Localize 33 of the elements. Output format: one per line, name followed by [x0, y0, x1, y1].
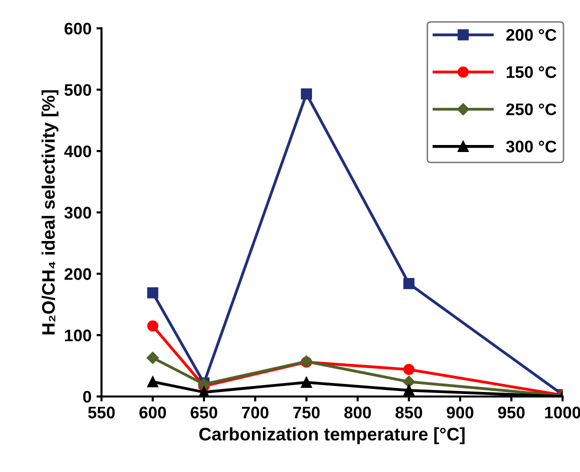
point	[403, 364, 414, 376]
y-axis-title: H₂O/CH₄ ideal selectivity [%]	[42, 90, 58, 334]
y-tick-label: 200	[64, 268, 92, 280]
x-tick-label: 950	[498, 406, 525, 418]
legend-label: 300 °C	[506, 140, 556, 152]
x-tick-label: 850	[396, 406, 422, 418]
point	[147, 376, 158, 388]
y-tick-label: 600	[64, 22, 92, 35]
x-tick-label: 750	[293, 406, 320, 418]
x-tick-label: 600	[139, 406, 166, 418]
legend-label: 200 °C	[506, 29, 556, 41]
y-tick-label: 0	[83, 390, 92, 403]
y-tick-label: 500	[64, 84, 92, 96]
point	[403, 278, 414, 290]
x-axis-title: Carbonization temperature [°C]	[199, 427, 465, 444]
point	[300, 88, 312, 100]
point	[403, 384, 414, 396]
x-tick-label: 800	[344, 406, 371, 418]
point	[146, 352, 159, 364]
point	[402, 376, 415, 388]
x-tick-label: 700	[242, 406, 268, 418]
y-tick-label: 400	[64, 145, 92, 158]
point	[147, 287, 158, 298]
legend-label: 150 °C	[506, 66, 556, 78]
point	[147, 320, 158, 332]
point	[300, 376, 312, 388]
legend-label: 250 °C	[506, 103, 556, 116]
y-tick-label: 100	[65, 330, 92, 342]
x-tick-label: 1000	[545, 406, 580, 418]
y-tick-label: 300	[64, 206, 92, 219]
x-tick-label: 550	[88, 406, 115, 418]
x-tick-label: 900	[446, 406, 474, 418]
x-tick-label: 650	[190, 406, 218, 418]
